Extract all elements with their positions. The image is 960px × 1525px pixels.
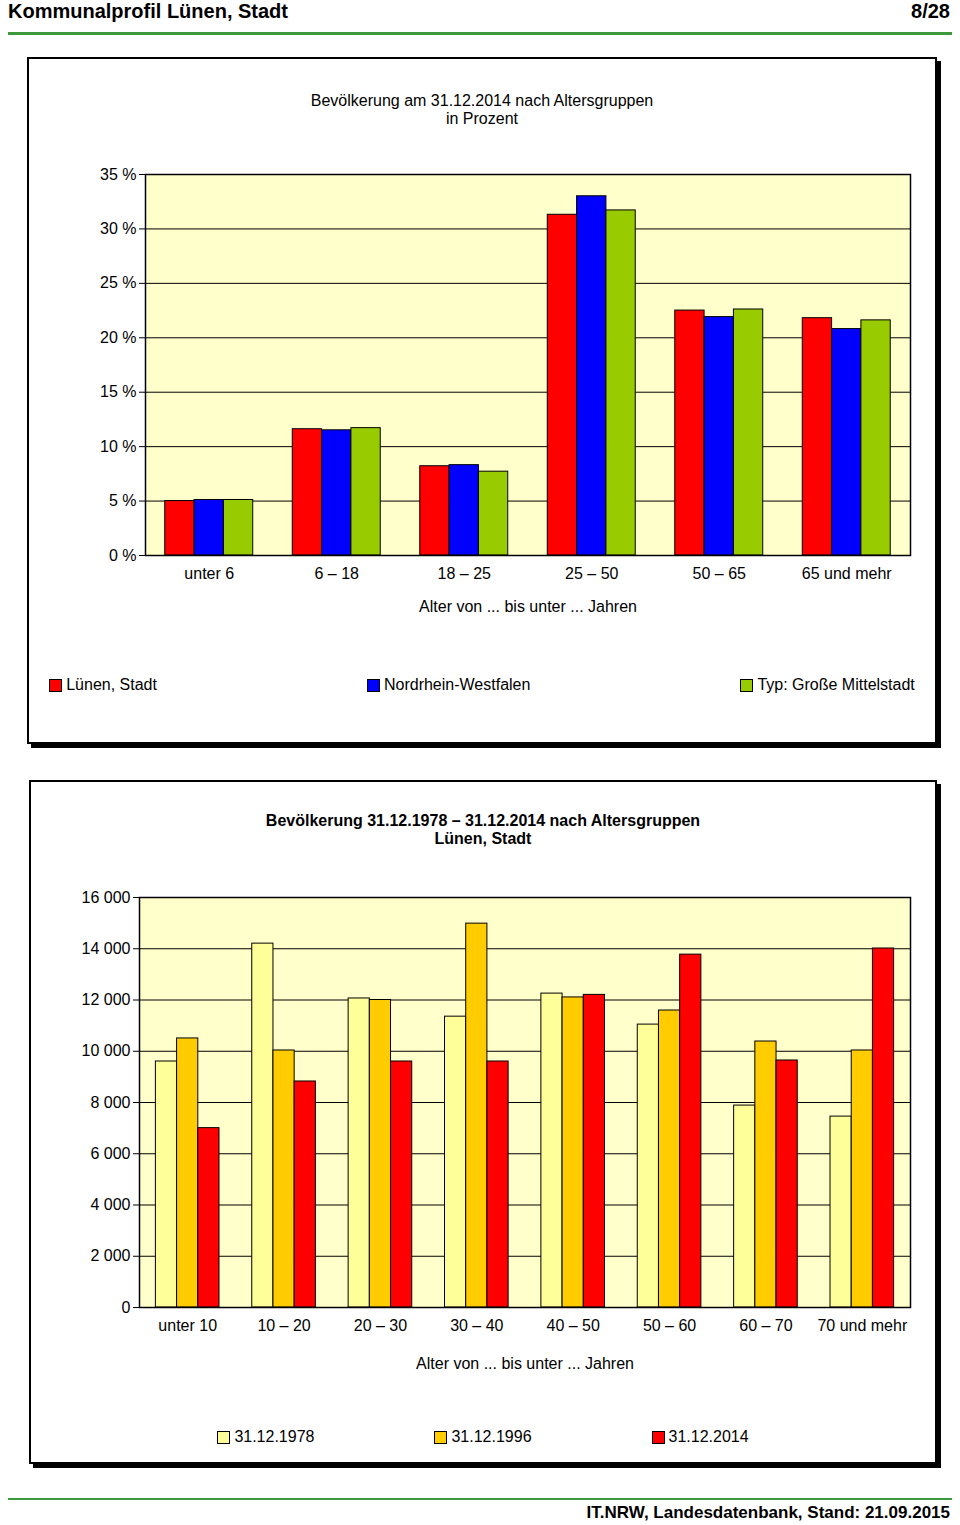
html-text:Typ: Große Mittelstadt: Typ: Große Mittelstadt (757, 676, 915, 693)
svg-text:unter 10: unter 10 (158, 1317, 217, 1334)
html-text:8/28: 8/28 (911, 0, 950, 22)
svg-text:35 %: 35 % (100, 166, 136, 183)
svg-text:50 – 60: 50 – 60 (643, 1317, 696, 1334)
svg-text:Alter von ... bis unter ... Ja: Alter von ... bis unter ... Jahren (416, 1355, 634, 1372)
svg-text:0 %: 0 % (109, 547, 137, 564)
svg-text:40 – 50: 40 – 50 (546, 1317, 599, 1334)
html-text:31.12.1996: 31.12.1996 (451, 1428, 532, 1445)
svg-text:30 %: 30 % (100, 220, 136, 237)
svg-text:50 – 65: 50 – 65 (693, 565, 746, 582)
html-text:Lünen, Stadt: Lünen, Stadt (66, 676, 157, 693)
svg-text:15 %: 15 % (100, 383, 136, 400)
svg-text:10 – 20: 10 – 20 (257, 1317, 310, 1334)
svg-text:14 000: 14 000 (82, 940, 131, 957)
svg-text:0: 0 (122, 1299, 131, 1316)
svg-text:Alter von ... bis unter ... Ja: Alter von ... bis unter ... Jahren (419, 598, 637, 615)
svg-text:60 – 70: 60 – 70 (739, 1317, 792, 1334)
svg-text:2 000: 2 000 (90, 1247, 130, 1264)
svg-text:10 %: 10 % (100, 438, 136, 455)
svg-text:12 000: 12 000 (82, 991, 131, 1008)
html-text:Kommunalprofil Lünen, Stadt: Kommunalprofil Lünen, Stadt (8, 0, 288, 22)
svg-text:25 – 50: 25 – 50 (565, 565, 618, 582)
svg-text:18 – 25: 18 – 25 (438, 565, 491, 582)
svg-text:unter 6: unter 6 (184, 565, 234, 582)
html-text:Bevölkerung am 31.12.2014 nach: Bevölkerung am 31.12.2014 nach Altersgru… (310, 92, 654, 109)
html-text:Bevölkerung 31.12.1978 – 31.12: Bevölkerung 31.12.1978 – 31.12.2014 nach… (265, 812, 701, 829)
svg-text:70 und mehr: 70 und mehr (817, 1317, 908, 1334)
svg-text:20 %: 20 % (100, 329, 136, 346)
svg-text:25 %: 25 % (100, 274, 136, 291)
svg-text:30 – 40: 30 – 40 (450, 1317, 503, 1334)
svg-text:20 – 30: 20 – 30 (354, 1317, 407, 1334)
html-text:in Prozent: in Prozent (446, 110, 518, 127)
html-text:31.12.2014: 31.12.2014 (668, 1428, 749, 1445)
html-text:31.12.1978: 31.12.1978 (234, 1428, 315, 1445)
svg-text:16 000: 16 000 (82, 889, 131, 906)
html-text:Lünen, Stadt: Lünen, Stadt (434, 830, 532, 847)
svg-text:4 000: 4 000 (90, 1196, 130, 1213)
svg-text:5 %: 5 % (109, 492, 137, 509)
svg-text:8 000: 8 000 (90, 1094, 130, 1111)
svg-text:10 000: 10 000 (82, 1042, 131, 1059)
svg-text:65 und mehr: 65 und mehr (802, 565, 893, 582)
svg-text:6 – 18: 6 – 18 (315, 565, 360, 582)
html-text:IT.NRW, Landesdatenbank, Stand: IT.NRW, Landesdatenbank, Stand: 21.09.20… (586, 1503, 950, 1522)
svg-text:6 000: 6 000 (90, 1145, 130, 1162)
html-text:Nordrhein-Westfalen: Nordrhein-Westfalen (384, 676, 531, 693)
